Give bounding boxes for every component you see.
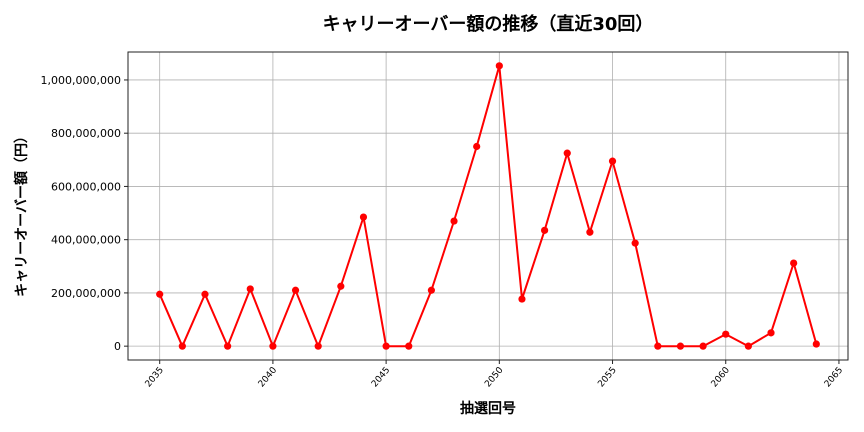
- data-point: [314, 342, 322, 350]
- x-tick-label: 2040: [257, 365, 280, 389]
- plot-frame: [127, 51, 849, 361]
- data-point: [563, 149, 571, 157]
- data-point: [156, 290, 164, 298]
- y-tick-label: 400,000,000: [51, 234, 121, 247]
- data-point: [473, 142, 481, 151]
- y-axis-ticks: 0 200,000,000 400,000,000 600,000,000 800,00…: [41, 74, 128, 353]
- x-axis-label: 抽選回号: [460, 400, 516, 417]
- x-tick-label: 2060: [710, 365, 733, 389]
- data-point: [201, 290, 209, 298]
- x-tick-label: 2055: [596, 366, 618, 390]
- x-tick-label: 2045: [370, 366, 392, 390]
- data-point: [767, 329, 775, 337]
- data-point-markers: [156, 62, 820, 350]
- data-point: [495, 62, 503, 70]
- data-point: [631, 239, 639, 247]
- carryover-series-line: [158, 65, 818, 349]
- data-point: [359, 213, 368, 221]
- y-tick-label: 200,000,000: [51, 287, 121, 300]
- data-point: [676, 342, 685, 350]
- data-point: [518, 295, 526, 303]
- data-point: [337, 282, 345, 290]
- data-point: [608, 157, 617, 165]
- data-point: [178, 342, 186, 350]
- data-point: [450, 217, 458, 225]
- data-point: [790, 259, 798, 267]
- data-point: [541, 226, 549, 234]
- data-point: [699, 342, 707, 350]
- x-tick-label: 2035: [144, 366, 166, 390]
- y-tick-label: 800,000,000: [51, 127, 121, 140]
- grid-lines: [128, 52, 848, 360]
- data-point: [224, 342, 232, 350]
- x-tick-label: 2065: [823, 366, 845, 390]
- chart-title: キャリーオーバー額の推移（直近30回）: [323, 13, 654, 35]
- data-point: [405, 342, 413, 350]
- data-point: [291, 286, 300, 294]
- y-tick-label: 1,000,000,000: [41, 74, 121, 87]
- data-point: [382, 342, 390, 350]
- y-tick-label: 0: [114, 340, 121, 353]
- y-tick-label: 600,000,000: [51, 180, 121, 193]
- x-tick-label: 2050: [483, 365, 506, 389]
- x-axis-ticks: 2035 2040 2045 2050 2055 2060 2065: [144, 360, 845, 390]
- data-point: [246, 285, 254, 293]
- y-axis-label: キャリーオーバー額（円）: [13, 129, 30, 297]
- data-point: [427, 286, 435, 294]
- data-point: [744, 342, 752, 350]
- data-point: [269, 342, 277, 350]
- data-point: [812, 340, 820, 348]
- data-point: [654, 342, 662, 350]
- data-point: [586, 228, 594, 236]
- data-point: [722, 330, 730, 338]
